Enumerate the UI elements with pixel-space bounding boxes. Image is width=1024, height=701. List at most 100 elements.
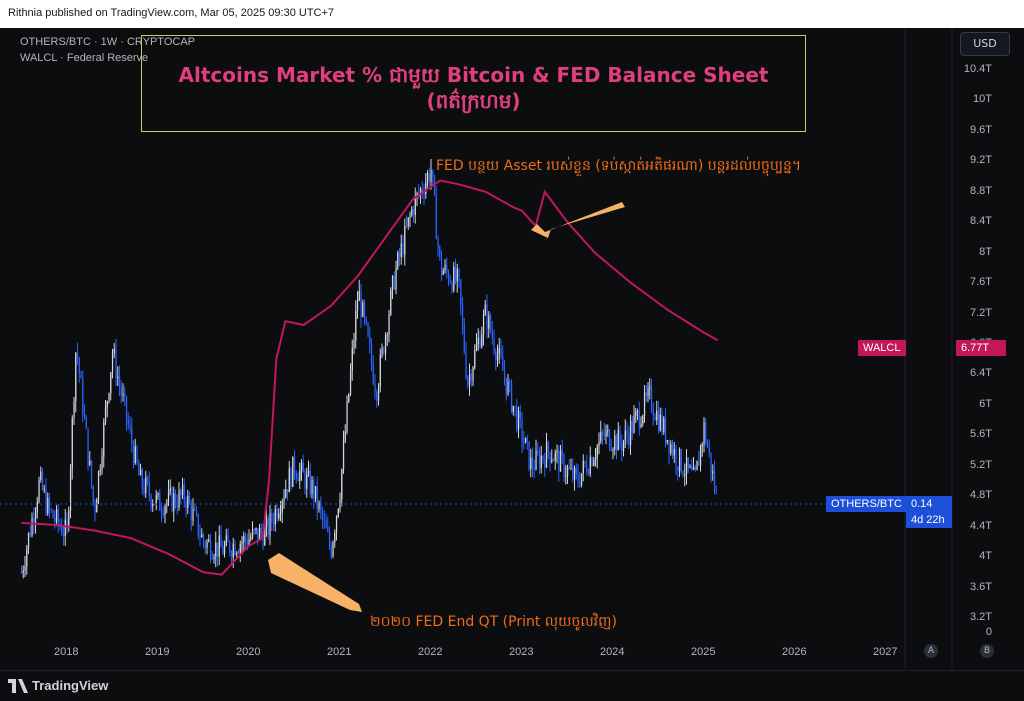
candle-body bbox=[642, 415, 644, 424]
candle-body bbox=[157, 493, 159, 496]
auto-scale-button[interactable]: A bbox=[924, 644, 938, 658]
candle-body bbox=[677, 466, 679, 471]
candle-body bbox=[41, 471, 44, 490]
title-line1: Altcoins Market % ជាមួយ Bitcoin & FED Ba… bbox=[178, 63, 769, 87]
candle-body bbox=[304, 472, 306, 489]
candle-body bbox=[680, 449, 682, 473]
candle-body bbox=[675, 449, 677, 467]
currency-button[interactable]: USD bbox=[960, 32, 1010, 56]
candle-body bbox=[118, 376, 121, 386]
candle-body bbox=[624, 430, 626, 442]
others-value-badge: 0.14 bbox=[906, 496, 952, 512]
candle-body bbox=[295, 473, 297, 479]
candle-body bbox=[241, 542, 243, 545]
candle-body bbox=[234, 543, 236, 555]
candle-body bbox=[349, 370, 352, 394]
candle-body bbox=[411, 209, 413, 216]
candle-body bbox=[132, 444, 135, 464]
candle-body bbox=[297, 478, 299, 482]
candle-body bbox=[24, 565, 26, 571]
candle-body bbox=[678, 449, 681, 471]
candle-body bbox=[601, 431, 604, 434]
candle-body bbox=[337, 508, 339, 517]
y-tick-label: 6T bbox=[979, 397, 992, 410]
candle-body bbox=[486, 304, 488, 329]
candle-body bbox=[167, 490, 170, 502]
candle-body bbox=[603, 433, 605, 437]
candle-body bbox=[26, 548, 28, 566]
candle-body bbox=[211, 558, 213, 560]
publish-header: Rithnia published on TradingView.com, Ma… bbox=[0, 0, 1024, 28]
candle-body bbox=[600, 431, 602, 442]
candle-body bbox=[397, 252, 399, 269]
candle-body bbox=[75, 352, 77, 402]
tradingview-logo-icon bbox=[8, 679, 28, 693]
candle-body bbox=[474, 350, 476, 368]
publish-text: Rithnia published on TradingView.com, Ma… bbox=[8, 7, 335, 19]
candle-body bbox=[561, 450, 563, 456]
candle-body bbox=[83, 414, 86, 418]
candle-body bbox=[20, 572, 23, 574]
candle-body bbox=[421, 189, 423, 193]
candle-body bbox=[22, 570, 24, 573]
candle-body bbox=[92, 485, 94, 503]
title-box: Altcoins Market % ជាមួយ Bitcoin & FED Ba… bbox=[141, 35, 806, 132]
candle-body bbox=[248, 539, 250, 546]
candle-body bbox=[517, 410, 520, 430]
candle-body bbox=[691, 466, 693, 470]
candle-body bbox=[178, 490, 180, 508]
candle-body bbox=[610, 448, 612, 451]
candle-body bbox=[244, 535, 247, 541]
candle-body bbox=[503, 370, 506, 378]
candle-body bbox=[489, 315, 492, 332]
annotation-top: FED បន្ថយ Asset របស់ខ្លួន (ទប់ស្កាត់អតិផ… bbox=[436, 158, 802, 174]
candle-body bbox=[362, 302, 364, 317]
candle-body bbox=[502, 356, 504, 371]
candle-body bbox=[554, 452, 556, 461]
footer: TradingView bbox=[0, 670, 1024, 701]
candle-body bbox=[40, 471, 42, 480]
candle-body bbox=[390, 289, 392, 315]
symbol-legend[interactable]: OTHERS/BTC · 1W · CRYPTOCAP bbox=[20, 36, 196, 48]
candle-body bbox=[330, 545, 332, 557]
candle-body bbox=[325, 520, 327, 529]
candle-body bbox=[276, 508, 278, 519]
candle-body bbox=[204, 542, 206, 548]
chart-area[interactable] bbox=[0, 28, 1024, 670]
candle-body bbox=[615, 435, 618, 451]
candle-body bbox=[393, 276, 395, 290]
candle-body bbox=[531, 457, 534, 469]
x-tick-label: 2022 bbox=[418, 646, 443, 658]
candle-body bbox=[426, 173, 429, 183]
log-scale-button[interactable]: B bbox=[980, 644, 994, 658]
candle-body bbox=[593, 460, 595, 466]
candle-body bbox=[38, 479, 40, 502]
candle-body bbox=[379, 354, 381, 387]
candle-body bbox=[619, 429, 621, 443]
candle-body bbox=[192, 508, 194, 521]
candle-body bbox=[647, 388, 649, 396]
candle-body bbox=[381, 347, 383, 355]
indicator-legend[interactable]: WALCL · Federal Reserve bbox=[20, 52, 149, 64]
y-tick-label: 5.2T bbox=[969, 458, 992, 471]
candle-body bbox=[479, 337, 481, 348]
candle-body bbox=[230, 552, 233, 558]
candle-body bbox=[580, 473, 583, 486]
candle-body bbox=[439, 245, 441, 258]
candle-body bbox=[251, 529, 254, 538]
candle-body bbox=[509, 381, 511, 383]
y-tick-label: 10T bbox=[973, 93, 992, 106]
candle-body bbox=[285, 489, 287, 498]
candle-body bbox=[136, 446, 138, 464]
candle-body bbox=[209, 539, 212, 559]
candle-body bbox=[288, 468, 290, 493]
candle-body bbox=[99, 469, 101, 472]
candle-body bbox=[418, 193, 420, 195]
x-tick-label: 2021 bbox=[327, 646, 352, 658]
candle-body bbox=[348, 393, 350, 402]
candle-body bbox=[650, 386, 653, 411]
candle-body bbox=[108, 393, 110, 402]
walcl-value-badge: 6.77T bbox=[956, 340, 1006, 356]
y-tick-label: 9.6T bbox=[969, 123, 992, 136]
